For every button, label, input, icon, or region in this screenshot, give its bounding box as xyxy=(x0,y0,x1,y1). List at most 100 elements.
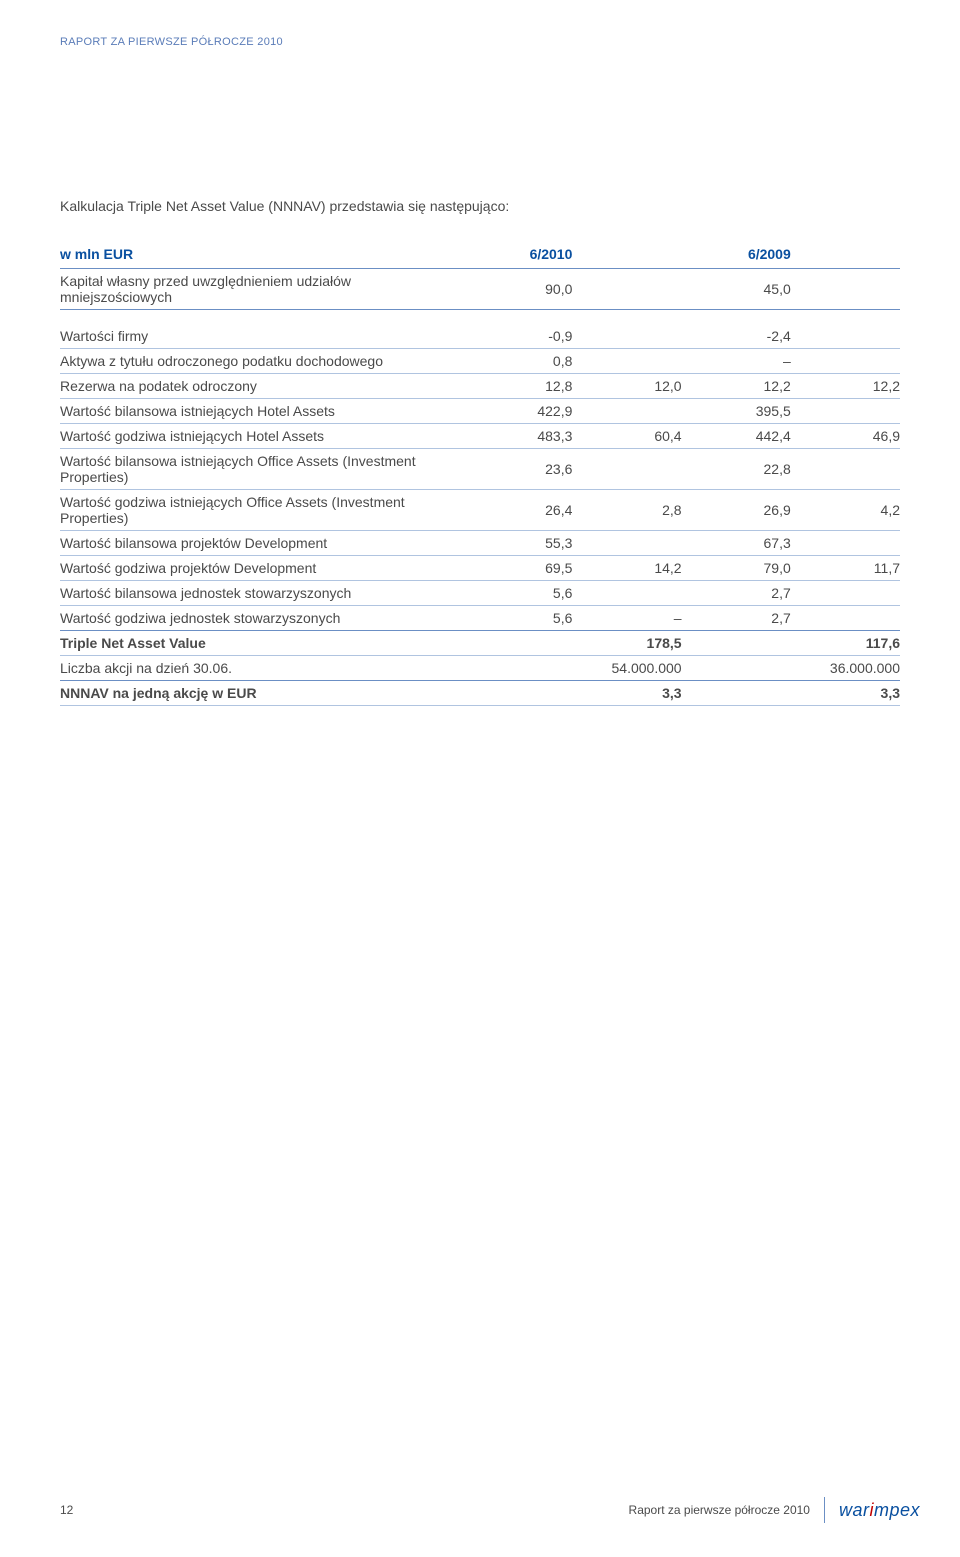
row-value: 422,9 xyxy=(463,398,572,423)
row-value: 26,4 xyxy=(463,489,572,530)
row-label: Wartość godziwa jednostek stowarzyszonyc… xyxy=(60,605,463,630)
row-value xyxy=(572,530,681,555)
row-label: Wartości firmy xyxy=(60,324,463,349)
row-value xyxy=(463,680,572,705)
row-value: -2,4 xyxy=(682,324,791,349)
row-value xyxy=(572,448,681,489)
row-value: 22,8 xyxy=(682,448,791,489)
row-value xyxy=(791,324,900,349)
row-label: Wartość bilansowa istniejących Hotel Ass… xyxy=(60,398,463,423)
row-value: 11,7 xyxy=(791,555,900,580)
table-row: Wartość bilansowa istniejących Office As… xyxy=(60,448,900,489)
row-value: 46,9 xyxy=(791,423,900,448)
row-value xyxy=(791,398,900,423)
row-value: 2,8 xyxy=(572,489,681,530)
row-value: 45,0 xyxy=(682,269,791,310)
row-label: Wartość bilansowa projektów Development xyxy=(60,530,463,555)
table-row: Rezerwa na podatek odroczony12,812,012,2… xyxy=(60,373,900,398)
row-value xyxy=(682,630,791,655)
row-value: 12,0 xyxy=(572,373,681,398)
row-value: 60,4 xyxy=(572,423,681,448)
row-value: – xyxy=(682,348,791,373)
row-value xyxy=(463,655,572,680)
row-value: 55,3 xyxy=(463,530,572,555)
row-label: Liczba akcji na dzień 30.06. xyxy=(60,655,463,680)
row-label: Kapitał własny przed uwzględnieniem udzi… xyxy=(60,269,463,310)
row-value: 117,6 xyxy=(791,630,900,655)
page-footer: 12 Raport za pierwsze półrocze 2010 wari… xyxy=(60,1497,920,1523)
table-row: Aktywa z tytułu odroczonego podatku doch… xyxy=(60,348,900,373)
row-label: Rezerwa na podatek odroczony xyxy=(60,373,463,398)
row-value: 442,4 xyxy=(682,423,791,448)
footer-right: Raport za pierwsze półrocze 2010 warimpe… xyxy=(629,1497,920,1523)
col-header-3: 6/2009 xyxy=(682,242,791,269)
row-value: 2,7 xyxy=(682,580,791,605)
row-value: -0,9 xyxy=(463,324,572,349)
table-row: Wartość bilansowa jednostek stowarzyszon… xyxy=(60,580,900,605)
row-label: Wartość godziwa istniejących Office Asse… xyxy=(60,489,463,530)
row-value: 3,3 xyxy=(791,680,900,705)
col-header-2 xyxy=(572,242,681,269)
row-value xyxy=(791,580,900,605)
row-value: 12,8 xyxy=(463,373,572,398)
row-value xyxy=(572,324,681,349)
row-value: 178,5 xyxy=(572,630,681,655)
row-value: – xyxy=(572,605,681,630)
table-row: Liczba akcji na dzień 30.06. 54.000.000 36… xyxy=(60,655,900,680)
table-row: Wartość godziwa istniejących Hotel Asset… xyxy=(60,423,900,448)
row-value: 69,5 xyxy=(463,555,572,580)
row-value xyxy=(791,605,900,630)
intro-text: Kalkulacja Triple Net Asset Value (NNNAV… xyxy=(60,198,900,214)
row-value: 395,5 xyxy=(682,398,791,423)
row-value: 12,2 xyxy=(791,373,900,398)
row-value xyxy=(682,655,791,680)
row-value: 23,6 xyxy=(463,448,572,489)
page-number: 12 xyxy=(60,1503,73,1517)
row-label: Triple Net Asset Value xyxy=(60,630,463,655)
table-header-row: w mln EUR 6/2010 6/2009 xyxy=(60,242,900,269)
row-label: Wartość godziwa projektów Development xyxy=(60,555,463,580)
table-row: Wartości firmy-0,9 -2,4 xyxy=(60,324,900,349)
row-value: 26,9 xyxy=(682,489,791,530)
row-value: 0,8 xyxy=(463,348,572,373)
row-value xyxy=(572,398,681,423)
row-value: 54.000.000 xyxy=(572,655,681,680)
footer-report-label: Raport za pierwsze półrocze 2010 xyxy=(629,1503,810,1517)
row-value: 79,0 xyxy=(682,555,791,580)
row-value: 90,0 xyxy=(463,269,572,310)
table-row: Triple Net Asset Value 178,5 117,6 xyxy=(60,630,900,655)
row-value: 4,2 xyxy=(791,489,900,530)
row-value xyxy=(572,348,681,373)
row-value: 5,6 xyxy=(463,580,572,605)
row-value: 36.000.000 xyxy=(791,655,900,680)
row-value: 12,2 xyxy=(682,373,791,398)
row-label: NNNAV na jedną akcję w EUR xyxy=(60,680,463,705)
table-row: NNNAV na jedną akcję w EUR3,33,3 xyxy=(60,680,900,705)
brand-logo: warimpex xyxy=(839,1500,920,1521)
row-value xyxy=(791,269,900,310)
logo-part1: war xyxy=(839,1500,870,1520)
table-row: Wartość godziwa jednostek stowarzyszonyc… xyxy=(60,605,900,630)
row-value: 67,3 xyxy=(682,530,791,555)
row-label: Aktywa z tytułu odroczonego podatku doch… xyxy=(60,348,463,373)
row-value: 5,6 xyxy=(463,605,572,630)
col-header-label: w mln EUR xyxy=(60,242,463,269)
row-value xyxy=(572,269,681,310)
nnnav-table: w mln EUR 6/2010 6/2009 Kapitał własny p… xyxy=(60,242,900,706)
row-value xyxy=(791,448,900,489)
row-value: 14,2 xyxy=(572,555,681,580)
page-header-title: RAPORT ZA PIERWSZE PÓŁROCZE 2010 xyxy=(60,36,900,48)
col-header-1: 6/2010 xyxy=(463,242,572,269)
table-row: Kapitał własny przed uwzględnieniem udzi… xyxy=(60,269,900,310)
table-row: Wartość bilansowa projektów Development5… xyxy=(60,530,900,555)
col-header-4 xyxy=(791,242,900,269)
row-value xyxy=(572,580,681,605)
row-value xyxy=(682,680,791,705)
row-label: Wartość bilansowa istniejących Office As… xyxy=(60,448,463,489)
row-label: Wartość bilansowa jednostek stowarzyszon… xyxy=(60,580,463,605)
row-value xyxy=(791,530,900,555)
table-row: Wartość godziwa istniejących Office Asse… xyxy=(60,489,900,530)
table-row: Wartość bilansowa istniejących Hotel Ass… xyxy=(60,398,900,423)
row-value xyxy=(463,630,572,655)
row-value xyxy=(791,348,900,373)
